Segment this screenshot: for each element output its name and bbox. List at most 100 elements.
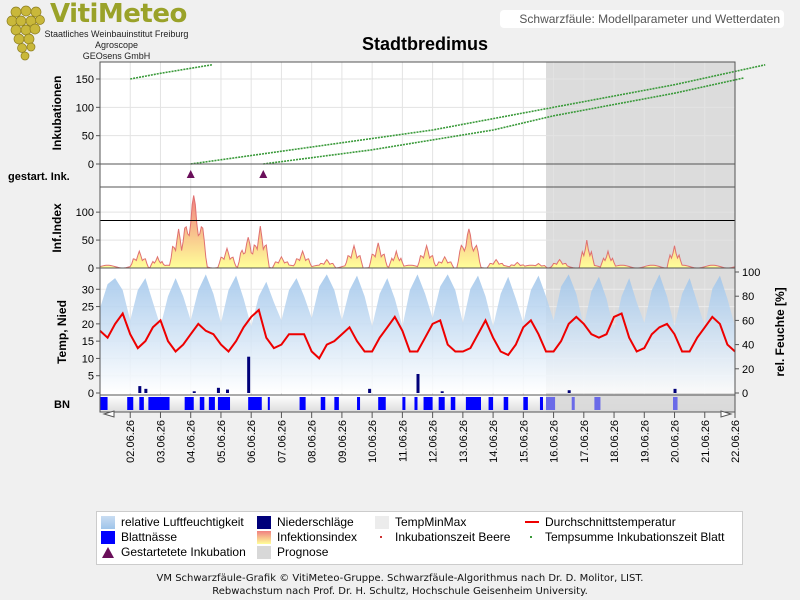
precip-bar xyxy=(216,387,220,393)
y-tick-label-humidity: 40 xyxy=(742,340,754,352)
y-tick-label-incubation: 0 xyxy=(88,159,94,171)
leaf-wetness-bar xyxy=(100,397,108,410)
leaf-wetness-bar xyxy=(184,397,194,410)
infection-index-line xyxy=(99,195,736,269)
leaf-wetness-bar xyxy=(378,397,386,410)
started-incubation-marker xyxy=(259,170,268,178)
leaf-wetness-bar xyxy=(267,397,270,410)
chart-svg: 0 50 100 150 0 50 100 0 5 10 15 20 25 30 0 20 40 60 80 100 I… xyxy=(8,61,787,463)
humidity-area xyxy=(100,274,735,393)
x-tick-label: 08.06.26 xyxy=(307,420,319,463)
precip-bar xyxy=(138,386,142,393)
leaf-wetness-bar xyxy=(208,397,215,410)
x-tick-label: 18.06.26 xyxy=(609,420,621,463)
leaf-wetness-bar xyxy=(673,397,678,410)
x-tick-label: 14.06.26 xyxy=(488,420,500,463)
brand-line-3: GEOsens GmbH xyxy=(82,51,151,61)
y-tick-label-temp: 10 xyxy=(82,353,94,365)
series-temp-mean xyxy=(99,308,736,360)
precip-bar xyxy=(226,389,229,393)
x-tick-label: 21.06.26 xyxy=(700,420,712,463)
scroll-right-icon xyxy=(720,410,733,418)
y-tick-label-infection: 100 xyxy=(76,207,94,219)
precip-bar xyxy=(192,391,196,393)
leaf-wetness-bar xyxy=(334,397,339,410)
leaf-wetness-bar xyxy=(438,397,445,410)
y-tick-label-humidity: 100 xyxy=(742,267,760,279)
leaf-wetness-bar xyxy=(248,397,262,410)
y-tick-label-humidity: 60 xyxy=(742,315,754,327)
x-tick-label: 17.06.26 xyxy=(579,420,591,463)
footer-line-1: VM Schwarzfäule-Grafik © VitiMeteo-Grupp… xyxy=(156,573,644,584)
leaf-wetness-bar xyxy=(127,397,134,410)
precip-bar xyxy=(673,388,677,393)
started-incubation-marker xyxy=(186,170,195,178)
leaf-wetness-bar xyxy=(148,397,170,410)
y-tick-label-incubation: 100 xyxy=(76,102,94,114)
leaf-wetness-bar xyxy=(571,397,575,410)
y-tick-label-temp: 5 xyxy=(88,371,94,383)
leaf-wetness-bar xyxy=(465,397,481,410)
y-tick-label-infection: 50 xyxy=(82,235,94,247)
leaf-wetness-bar xyxy=(402,397,406,410)
report-type-badge: Schwarzfäule: Modellparameter und Wetter… xyxy=(500,10,784,28)
precip-bar xyxy=(567,390,571,393)
leaf-wetness-bar xyxy=(217,397,231,410)
y-tick-label-humidity: 0 xyxy=(742,388,748,400)
leaf-wetness-bar xyxy=(299,397,306,410)
x-tick-label: 02.06.26 xyxy=(125,420,137,463)
y-tick-label-incubation: 50 xyxy=(82,131,94,143)
legend: relative Luftfeuchtigkeit Niederschläge … xyxy=(96,511,743,565)
x-tick-label: 10.06.26 xyxy=(367,420,379,463)
x-tick-label: 12.06.26 xyxy=(428,420,440,463)
chart-title: Stadtbredimus xyxy=(361,34,489,54)
series-incubation-3 xyxy=(263,77,745,165)
grape-icon xyxy=(6,5,45,61)
series-incubation-2 xyxy=(190,64,766,165)
leaf-wetness-bar xyxy=(488,397,494,410)
y-axis-label-humidity: rel. Feuchte [%] xyxy=(773,287,787,376)
y-tick-label-infection: 0 xyxy=(88,263,94,275)
precip-bar xyxy=(247,356,251,393)
x-tick-label: 05.06.26 xyxy=(216,420,228,463)
x-tick-label: 13.06.26 xyxy=(458,420,470,463)
brand-line-2: Agroscope xyxy=(94,40,139,50)
y-axis-label-temp: Temp, Nied xyxy=(55,300,69,364)
y-tick-label-temp: 15 xyxy=(82,336,94,348)
leaf-wetness-bar xyxy=(199,397,205,410)
x-tick-label: 11.06.26 xyxy=(397,420,409,462)
y-tick-label-humidity: 20 xyxy=(742,364,754,376)
brand-logo: VitiMeteo Staatliches Weinbauinstitut Fr… xyxy=(4,0,194,62)
y-axis-label-infection: Inf.Index xyxy=(50,203,64,253)
panel-border xyxy=(99,394,736,413)
y-tick-label-temp: 25 xyxy=(82,302,94,314)
x-tick-label: 07.06.26 xyxy=(276,420,288,463)
x-tick-label: 04.06.26 xyxy=(186,420,198,463)
x-tick-label: 22.06.26 xyxy=(730,420,742,463)
leaf-wetness-bar xyxy=(594,397,601,410)
y-axis-label-incubation: Inkubationen xyxy=(50,76,64,151)
brand-name: VitiMeteo xyxy=(50,0,187,29)
leaf-wetness-bar xyxy=(139,397,144,410)
x-tick-label: 20.06.26 xyxy=(670,420,682,463)
leaf-wetness-bar xyxy=(503,397,509,410)
precip-bar xyxy=(440,391,444,393)
infection-index-area xyxy=(100,195,735,268)
y-tick-label-temp: 30 xyxy=(82,284,94,296)
leaf-wetness-bar xyxy=(450,397,456,410)
y-tick-label-incubation: 150 xyxy=(76,74,94,86)
x-tick-label: 16.06.26 xyxy=(549,420,561,463)
series-incubation-1 xyxy=(130,64,213,80)
y-tick-label-humidity: 80 xyxy=(742,291,754,303)
x-tick-label: 03.06.26 xyxy=(155,420,167,463)
x-tick-label: 15.06.26 xyxy=(518,420,530,463)
leaf-wetness-bar xyxy=(357,397,361,410)
leaf-wetness-bar xyxy=(546,397,556,410)
brand-line-1: Staatliches Weinbauinstitut Freiburg xyxy=(44,29,189,39)
y-tick-label-temp: 20 xyxy=(82,319,94,331)
leaf-wetness-bar xyxy=(539,397,543,410)
footer-credits: VM Schwarzfäule-Grafik © VitiMeteo-Grupp… xyxy=(0,572,800,598)
leaf-wetness-bar xyxy=(523,397,528,410)
precip-bar xyxy=(144,388,148,393)
x-tick-label: 06.06.26 xyxy=(246,420,258,463)
